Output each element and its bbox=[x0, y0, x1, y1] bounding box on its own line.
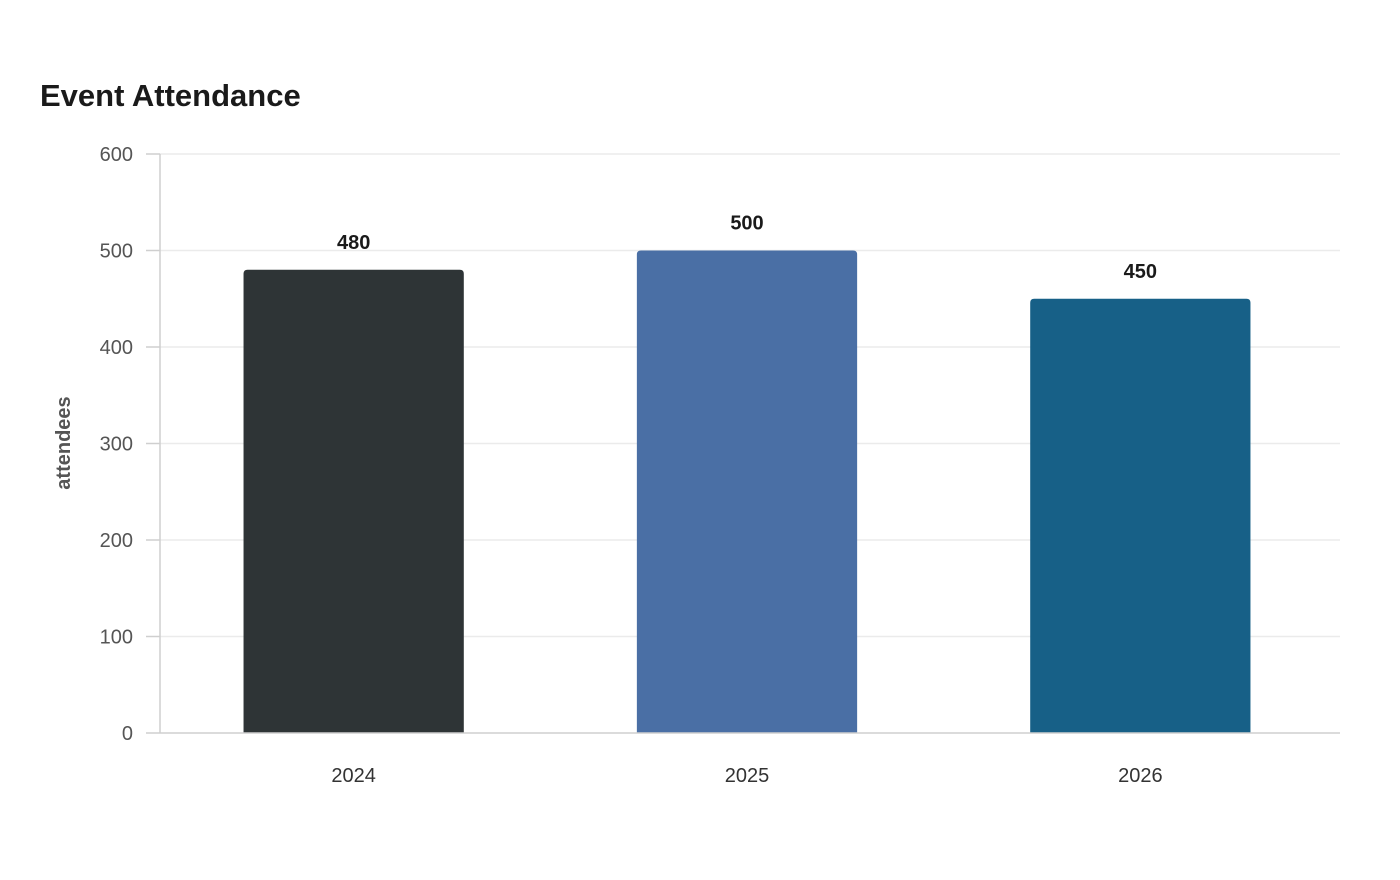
data-label: 480 bbox=[337, 232, 370, 254]
y-tick-label: 100 bbox=[100, 627, 133, 649]
bar-2024 bbox=[243, 269, 464, 733]
y-tick-label: 200 bbox=[100, 530, 133, 552]
y-tick-label: 500 bbox=[100, 241, 133, 263]
bars bbox=[243, 250, 1251, 733]
bar-2025 bbox=[636, 250, 858, 733]
y-tick-label: 600 bbox=[100, 144, 133, 166]
data-label: 450 bbox=[1124, 261, 1157, 283]
x-tick-label: 2024 bbox=[331, 765, 376, 787]
axes bbox=[146, 153, 1340, 734]
y-axis-label: attendees bbox=[53, 396, 75, 489]
x-tick-label: 2025 bbox=[725, 765, 770, 787]
y-tick-label: 0 bbox=[122, 723, 133, 745]
y-tick-label: 400 bbox=[100, 337, 133, 359]
y-tick-label: 300 bbox=[100, 434, 133, 456]
bar-2026 bbox=[1030, 298, 1251, 733]
data-label: 500 bbox=[730, 213, 763, 235]
chart-title: Event Attendance bbox=[40, 78, 301, 113]
labels: 0 100 200 300 400 500 600 480 2024 500 2025 450 2026 bbox=[100, 144, 1163, 787]
x-tick-label: 2026 bbox=[1118, 765, 1163, 787]
